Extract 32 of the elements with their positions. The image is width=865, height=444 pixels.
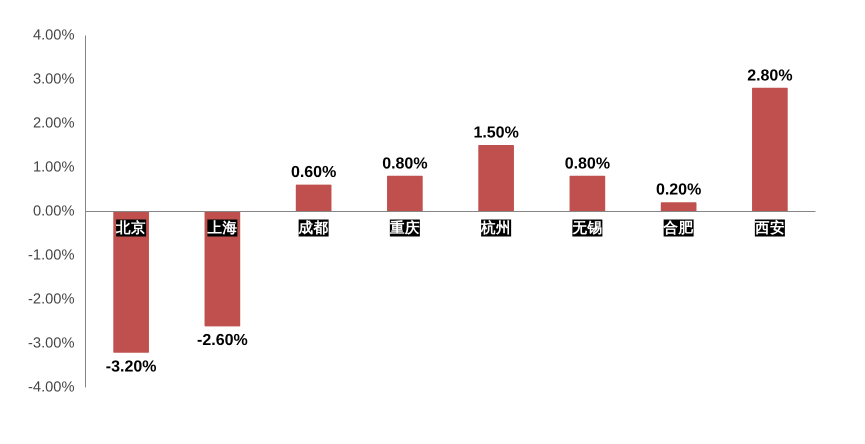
bar bbox=[570, 176, 606, 212]
data-label: -3.20% bbox=[106, 358, 156, 376]
y-tick-label: -1.00% bbox=[28, 248, 75, 264]
data-label: 0.60% bbox=[290, 164, 336, 182]
y-tick-label: -4.00% bbox=[28, 380, 75, 396]
x-tick-label: 合肥 bbox=[662, 220, 695, 236]
data-label: 0.80% bbox=[382, 155, 428, 172]
data-label: 0.20% bbox=[656, 182, 702, 199]
y-tick-label: 4.00% bbox=[32, 28, 75, 44]
data-label: 1.50% bbox=[473, 124, 519, 142]
bar bbox=[387, 176, 423, 212]
x-tick-label: 北京 bbox=[115, 218, 146, 236]
bar bbox=[752, 88, 788, 212]
data-label: 0.80% bbox=[564, 155, 610, 172]
x-tick-label: 上海 bbox=[206, 220, 238, 236]
bar bbox=[478, 145, 514, 212]
bar bbox=[660, 202, 696, 212]
x-tick-label: 西安 bbox=[754, 218, 785, 236]
bar bbox=[296, 184, 332, 212]
data-label: -2.60% bbox=[197, 332, 248, 349]
x-tick-label: 杭州 bbox=[480, 218, 512, 236]
y-tick-label: 3.00% bbox=[32, 72, 75, 88]
y-tick-label: 1.00% bbox=[32, 160, 75, 176]
data-label: 2.80% bbox=[747, 67, 793, 84]
bar bbox=[113, 211, 149, 353]
x-tick-label: 成都 bbox=[298, 220, 329, 236]
y-tick-label: 2.00% bbox=[32, 116, 75, 132]
y-tick-label: 0.00% bbox=[32, 204, 75, 220]
y-tick-label: -3.00% bbox=[28, 336, 75, 352]
y-tick-label: -2.00% bbox=[28, 292, 75, 308]
bar bbox=[204, 211, 240, 326]
x-tick-label: 重庆 bbox=[388, 218, 420, 236]
